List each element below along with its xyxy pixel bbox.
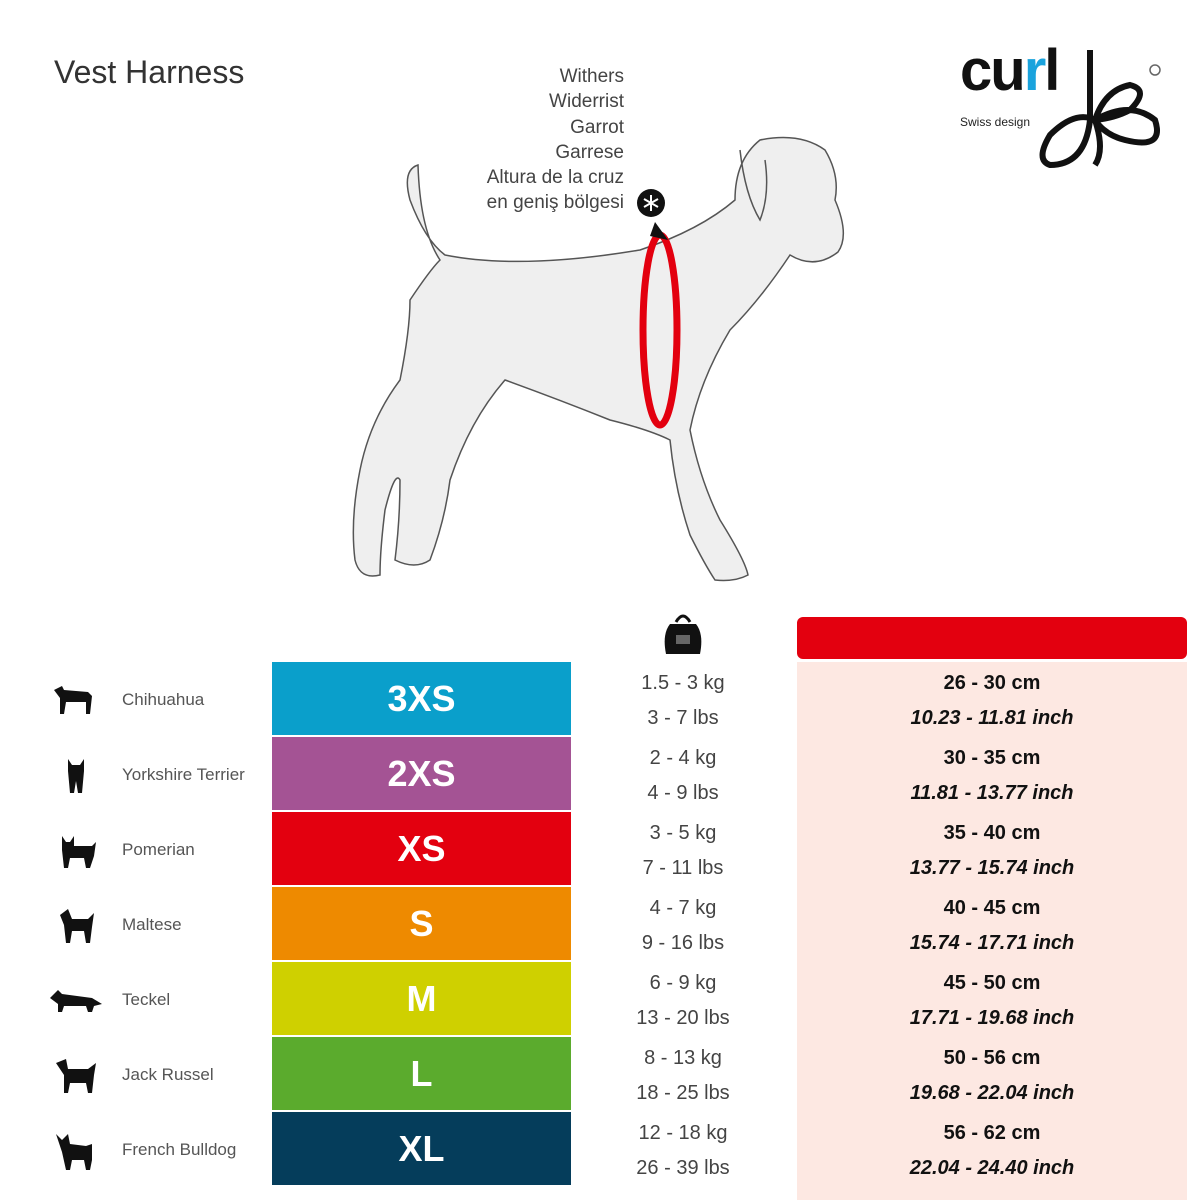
weight-kg: 12 - 18 kg (638, 1122, 728, 1144)
chest-inch: 22.04 - 24.40 inch (909, 1157, 1075, 1179)
dog-breed-icon (50, 990, 102, 1012)
breed-name: Maltese (122, 915, 182, 934)
weight-lbs: 7 - 11 lbs (642, 857, 724, 879)
dog-breed-icon (54, 686, 92, 714)
weight-kg: 3 - 5 kg (649, 822, 717, 844)
chest-cm: 56 - 62 cm (943, 1122, 1041, 1144)
breed-name: Yorkshire Terrier (122, 765, 245, 784)
breed-row: French Bulldog (0, 1112, 270, 1187)
dog-outline-illustration (352, 136, 844, 582)
weight-lbs: 9 - 16 lbs (641, 932, 725, 954)
svg-text:Swiss design: Swiss design (960, 115, 1030, 129)
dog-breed-icon (56, 1059, 96, 1093)
dog-breed-icon (56, 1134, 92, 1170)
breed-name: Teckel (122, 990, 171, 1009)
breed-row: Maltese (0, 887, 270, 962)
chest-cell: 35 - 40 cm 13.77 - 15.74 inch (797, 816, 1187, 886)
weight-cell: 6 - 9 kg 13 - 20 lbs (600, 966, 766, 1036)
weight-lbs: 18 - 25 lbs (636, 1082, 730, 1104)
chest-size-column (797, 662, 1187, 1200)
withers-label: Withers (559, 66, 624, 87)
weight-kg: 8 - 13 kg (644, 1047, 722, 1069)
chest-cm: 45 - 50 cm (943, 972, 1041, 994)
breed-name: Chihuahua (122, 690, 205, 709)
breed-row: Chihuahua (0, 662, 270, 737)
breed-name: Jack Russel (122, 1065, 214, 1084)
weight-lbs: 4 - 9 lbs (647, 782, 719, 804)
weight-lbs: 13 - 20 lbs (636, 1007, 730, 1029)
withers-label: Garrot (570, 116, 624, 138)
withers-label: Garrese (555, 141, 624, 163)
weight-cell: 3 - 5 kg 7 - 11 lbs (600, 816, 766, 886)
withers-label: Altura de la cruz (486, 167, 624, 189)
weight-cell: 8 - 13 kg 18 - 25 lbs (600, 1041, 766, 1111)
chest-cm: 30 - 35 cm (943, 747, 1041, 769)
weight-cell: 12 - 18 kg 26 - 39 lbs (600, 1116, 766, 1186)
chest-inch: 10.23 - 11.81 inch (910, 707, 1074, 729)
size-cell: XS (272, 812, 571, 885)
breed-row: Jack Russel (0, 1037, 270, 1112)
chest-cell: 50 - 56 cm 19.68 - 22.04 inch (797, 1041, 1187, 1111)
chest-cell: 26 - 30 cm 10.23 - 11.81 inch (797, 666, 1187, 736)
size-cell: S (272, 887, 571, 960)
chest-inch: 17.71 - 19.68 inch (909, 1007, 1075, 1029)
chest-cell: 40 - 45 cm 15.74 - 17.71 inch (797, 891, 1187, 961)
weight-cell: 2 - 4 kg 4 - 9 lbs (600, 741, 766, 811)
breed-name: French Bulldog (122, 1140, 237, 1159)
chest-cell: 45 - 50 cm 17.71 - 19.68 inch (797, 966, 1187, 1036)
weight-kg: 4 - 7 kg (649, 897, 717, 919)
withers-labels: Withers Widerrist Garrot Garrese Altura … (487, 64, 624, 216)
chest-cm: 35 - 40 cm (943, 822, 1041, 844)
chest-cell: 30 - 35 cm 11.81 - 13.77 inch (797, 741, 1187, 811)
chest-inch: 19.68 - 22.04 inch (909, 1082, 1075, 1104)
dog-breed-icon (62, 836, 96, 868)
withers-label: Widerrist (549, 91, 624, 113)
weight-cell: 1.5 - 3 kg 3 - 7 lbs (600, 666, 766, 736)
size-cell: XL (272, 1112, 571, 1185)
chest-cell: 56 - 62 cm 22.04 - 24.40 inch (797, 1116, 1187, 1186)
svg-text:curl: curl (960, 40, 1058, 103)
size-cell: 2XS (272, 737, 571, 810)
weight-kg: 2 - 4 kg (649, 747, 717, 769)
size-cell: M (272, 962, 571, 1035)
weight-lbs: 26 - 39 lbs (636, 1157, 730, 1179)
chest-size-header (797, 617, 1187, 659)
withers-label: en geniş bölgesi (486, 192, 624, 214)
breed-name: Pomerian (122, 840, 195, 859)
chest-cm: 26 - 30 cm (943, 672, 1041, 694)
breed-row: Yorkshire Terrier (0, 737, 270, 812)
weight-cell: 4 - 7 kg 9 - 16 lbs (600, 891, 766, 961)
chest-cm: 50 - 56 cm (943, 1047, 1041, 1069)
weight-lbs: 3 - 7 lbs (647, 707, 719, 729)
dog-breed-icon (68, 759, 84, 793)
chest-cm: 40 - 45 cm (943, 897, 1041, 919)
chest-inch: 15.74 - 17.71 inch (909, 932, 1075, 954)
chest-inch: 13.77 - 15.74 inch (909, 857, 1075, 879)
weight-kg: 1.5 - 3 kg (641, 672, 725, 694)
dog-breed-icon (60, 909, 94, 943)
kettlebell-kg-icon (664, 614, 702, 654)
breed-row: Teckel (0, 962, 270, 1037)
weight-kg: 6 - 9 kg (649, 972, 717, 994)
page-title: Vest Harness (54, 54, 245, 90)
breed-row: Pomerian (0, 812, 270, 887)
size-cell: 3XS (272, 662, 571, 735)
size-cell: L (272, 1037, 571, 1110)
curli-logo: curl Swiss design (960, 40, 1161, 169)
chest-inch: 11.81 - 13.77 inch (910, 782, 1074, 804)
